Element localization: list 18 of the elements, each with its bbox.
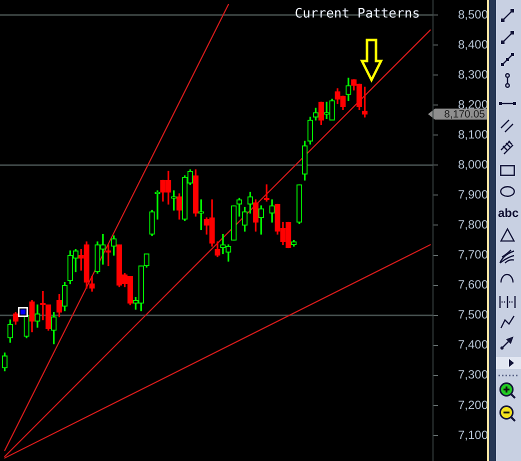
y-tick-label: 7,100 — [458, 428, 488, 442]
text: Current Patterns — [294, 6, 420, 22]
y-tick-label: 8,400 — [458, 37, 488, 52]
y-tick-label: 8,000 — [458, 157, 488, 172]
y-tick-label: 7,900 — [458, 188, 488, 202]
y-tick-label: 7,600 — [458, 278, 488, 292]
y-tick-label: 7,700 — [458, 248, 488, 262]
y-tick-label: 7,200 — [458, 398, 488, 412]
y-tick-label: 8,300 — [458, 67, 488, 82]
text: 8,170.05 — [444, 108, 486, 120]
y-tick-label: 8,100 — [458, 127, 488, 142]
y-tick-label: 8,200 — [458, 97, 488, 112]
y-tick-label: 7,400 — [458, 338, 488, 352]
y-tick-label: 7,500 — [458, 308, 488, 322]
y-tick-label: 7,300 — [458, 368, 488, 382]
text-tool-label: abc — [498, 206, 519, 220]
y-tick-label: 8,500 — [458, 7, 488, 22]
y-tick-label: 7,800 — [458, 218, 488, 232]
